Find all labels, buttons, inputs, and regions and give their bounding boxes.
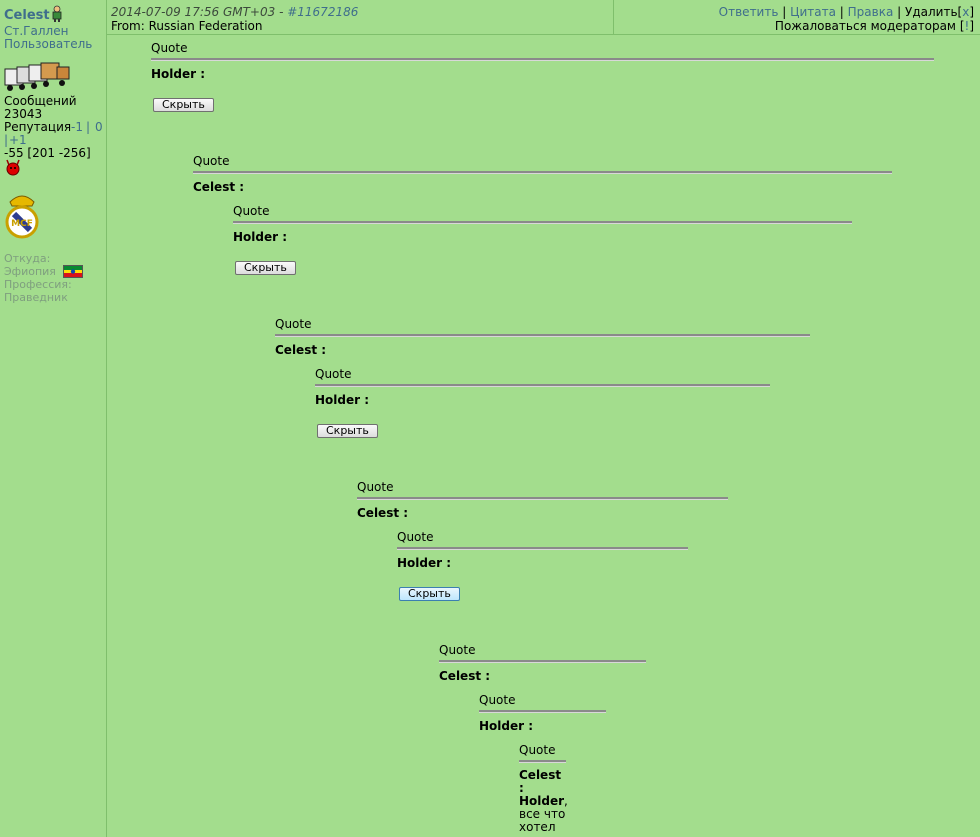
- reputation-label: Репутация: [4, 120, 72, 134]
- quote-author: Holder :: [397, 556, 452, 570]
- hide-button[interactable]: Скрыть: [317, 424, 378, 438]
- profession-label: Профессия:: [4, 278, 72, 291]
- rep-minus-link[interactable]: -1: [71, 120, 83, 134]
- svg-text:MCF: MCF: [11, 219, 33, 229]
- quote-divider: [397, 547, 688, 550]
- quote-label: Quote: [193, 154, 230, 168]
- quote-divider: [439, 660, 646, 663]
- reputation-value: -55 [201 -256]: [4, 146, 91, 160]
- quote-author: Celest :: [193, 180, 245, 194]
- quote-colon: :: [519, 781, 524, 795]
- rep-separator: |: [4, 133, 9, 147]
- quote-author: Holder: [519, 794, 565, 808]
- hide-button[interactable]: Скрыть: [153, 98, 214, 112]
- user-sidebar: [0, 0, 107, 837]
- quote-label: Quote: [519, 743, 556, 757]
- quote-author: Celest :: [275, 343, 327, 357]
- profession-value: Праведник: [4, 291, 68, 304]
- header-divider: [613, 0, 614, 34]
- club-crest-icon: MCF: [5, 195, 39, 239]
- post-id-link[interactable]: #11672186: [287, 5, 359, 19]
- quote-divider: [479, 710, 606, 713]
- rep-zero-link[interactable]: 0: [95, 120, 103, 134]
- posts-label: Сообщений: [4, 94, 77, 108]
- post-from: From: Russian Federation: [111, 19, 263, 33]
- devil-icon: [6, 159, 20, 176]
- post-header: [107, 0, 980, 35]
- quote-label: Quote: [479, 693, 516, 707]
- quote-label: Quote: [397, 530, 434, 544]
- quote-author: Celest: [519, 768, 562, 782]
- quote-label: Quote: [151, 41, 188, 55]
- user-city: Ст.Галлен: [4, 24, 69, 38]
- ethiopia-flag-icon: [63, 265, 83, 278]
- report-area: Пожаловаться модераторам [!]: [774, 19, 974, 33]
- hide-button[interactable]: Скрыть: [235, 261, 296, 275]
- reply-link[interactable]: Ответить: [718, 5, 779, 19]
- post-actions: Ответить | Цитата | Правка | Удалить[x]: [718, 5, 974, 19]
- user-role: Пользователь: [4, 37, 93, 51]
- user-country: Эфиопия: [4, 265, 56, 278]
- quote-divider: [233, 221, 852, 224]
- quote-label: Quote: [357, 480, 394, 494]
- quote-label: Quote: [275, 317, 312, 331]
- posts-count: 23043: [4, 107, 43, 121]
- user-status-icon: [52, 5, 62, 22]
- report-link[interactable]: !: [964, 19, 970, 33]
- rank-trucks-icon: [4, 62, 70, 91]
- hide-button[interactable]: Скрыть: [399, 587, 460, 601]
- delete-link[interactable]: x: [962, 5, 970, 19]
- post-date: 2014-07-09 17:56 GMT+03 - #11672186: [111, 5, 359, 19]
- rep-separator: |: [86, 120, 91, 134]
- quote-divider: [357, 497, 728, 500]
- from-label: Откуда:: [4, 252, 51, 265]
- quote-author: Celest :: [357, 506, 409, 520]
- report-label: Пожаловаться модераторам: [774, 19, 956, 33]
- quote-author: Celest :: [439, 669, 491, 683]
- delete-label: Удалить: [905, 5, 958, 19]
- quote-divider: [519, 760, 566, 763]
- quote-divider: [193, 171, 892, 174]
- final-quote-text: Celest: Holder, все что хотел: [519, 769, 571, 834]
- quote-author: Holder :: [479, 719, 534, 733]
- action-separator: |: [839, 5, 844, 19]
- quote-label: Quote: [315, 367, 352, 381]
- message-text: , все что хотел: [519, 794, 568, 834]
- action-separator: |: [782, 5, 787, 19]
- quote-author: Holder :: [233, 230, 288, 244]
- action-separator: |: [897, 5, 902, 19]
- quote-author: Holder :: [315, 393, 370, 407]
- quote-divider: [275, 334, 810, 337]
- edit-link[interactable]: Правка: [847, 5, 894, 19]
- quote-divider: [315, 384, 770, 387]
- rep-plus-link[interactable]: +1: [9, 133, 27, 147]
- quote-author: Holder :: [151, 67, 206, 81]
- quote-label: Quote: [439, 643, 476, 657]
- quote-divider: [151, 58, 934, 61]
- quote-label: Quote: [233, 204, 270, 218]
- username-link[interactable]: Celest: [4, 8, 50, 23]
- quote-link[interactable]: Цитата: [790, 5, 836, 19]
